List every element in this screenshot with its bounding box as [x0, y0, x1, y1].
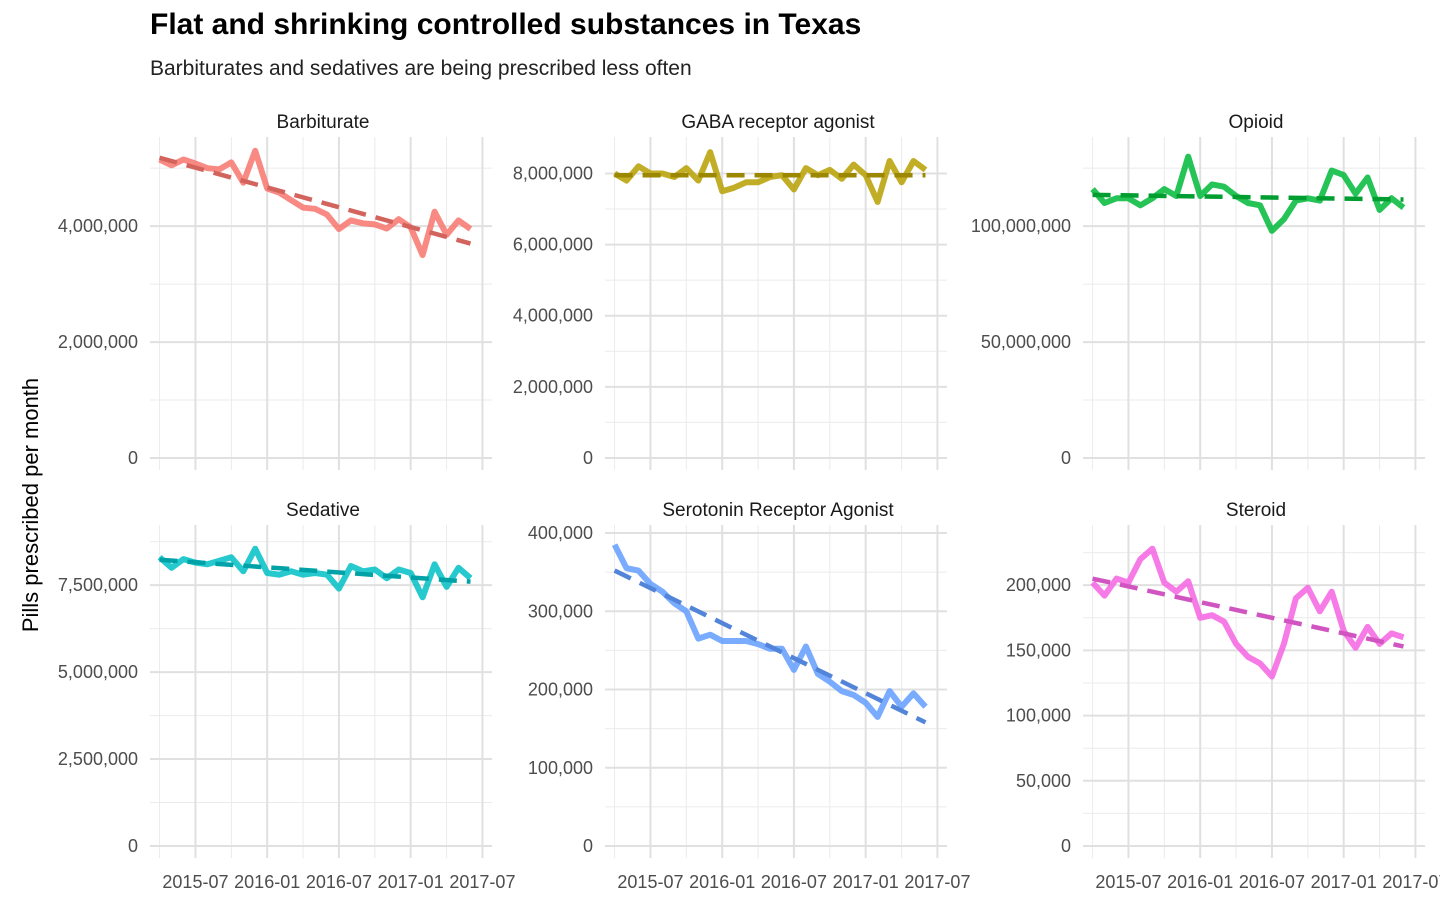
facet-label: Serotonin Receptor Agonist: [662, 500, 894, 521]
y-tick-label: 8,000,000: [513, 163, 593, 183]
x-tick-label: 2015-07: [162, 872, 228, 892]
series-line: [611, 543, 928, 720]
x-tick-label: 2015-07: [1095, 872, 1161, 892]
y-tick-label: 400,000: [528, 523, 593, 543]
x-tick-label: 2017-01: [378, 872, 444, 892]
x-tick-label: 2016-01: [234, 872, 300, 892]
y-tick-label: 200,000: [1006, 575, 1071, 595]
series-line: [158, 147, 473, 259]
x-tick-label: 2017-07: [449, 872, 515, 892]
facet-label: Barbiturate: [277, 112, 370, 133]
chart-subtitle: Barbiturates and sedatives are being pre…: [150, 57, 692, 80]
y-tick-label: 0: [583, 836, 593, 856]
y-tick-label: 0: [1061, 836, 1071, 856]
y-tick-label: 6,000,000: [513, 235, 593, 255]
y-tick-label: 300,000: [528, 601, 593, 621]
y-tick-label: 4,000,000: [513, 306, 593, 326]
x-tick-label: 2016-01: [689, 872, 755, 892]
y-tick-label: 0: [128, 448, 138, 468]
series-line: [1090, 545, 1405, 680]
y-tick-label: 200,000: [528, 680, 593, 700]
trend-line: [158, 155, 472, 246]
x-tick-label: 2017-07: [1382, 872, 1440, 892]
x-tick-label: 2017-01: [833, 872, 899, 892]
y-tick-label: 100,000,000: [971, 216, 1071, 236]
y-tick-label: 4,000,000: [58, 216, 138, 236]
y-tick-label: 2,000,000: [513, 377, 593, 397]
x-tick-label: 2016-07: [306, 872, 372, 892]
y-tick-label: 100,000: [528, 758, 593, 778]
y-tick-label: 2,000,000: [58, 332, 138, 352]
y-tick-label: 50,000,000: [981, 332, 1071, 352]
series-line: [1090, 153, 1406, 234]
y-axis-label: Pills prescribed per month: [18, 378, 43, 632]
y-tick-label: 5,000,000: [58, 662, 138, 682]
x-tick-label: 2016-07: [1239, 872, 1305, 892]
trend-line: [1092, 192, 1404, 202]
y-tick-label: 0: [128, 836, 138, 856]
y-tick-label: 2,500,000: [58, 749, 138, 769]
y-tick-label: 7,500,000: [58, 575, 138, 595]
series-line: [157, 545, 473, 601]
y-tick-label: 150,000: [1006, 640, 1071, 660]
y-tick-label: 0: [583, 448, 593, 468]
trend-line: [1092, 576, 1404, 649]
x-tick-label: 2016-01: [1167, 872, 1233, 892]
facet-label: GABA receptor agonist: [681, 112, 875, 133]
y-tick-label: 100,000: [1006, 706, 1071, 726]
x-tick-label: 2016-07: [761, 872, 827, 892]
x-tick-label: 2017-01: [1311, 872, 1377, 892]
facet-label: Opioid: [1229, 112, 1284, 133]
trend-line: [613, 568, 927, 725]
chart-title: Flat and shrinking controlled substances…: [150, 8, 862, 41]
y-tick-label: 0: [1061, 448, 1071, 468]
facet-label: Sedative: [286, 500, 360, 521]
y-tick-label: 50,000: [1016, 771, 1071, 791]
x-tick-label: 2015-07: [617, 872, 683, 892]
trend-line: [159, 557, 471, 584]
facet-label: Steroid: [1226, 500, 1286, 521]
x-tick-label: 2017-07: [904, 872, 970, 892]
